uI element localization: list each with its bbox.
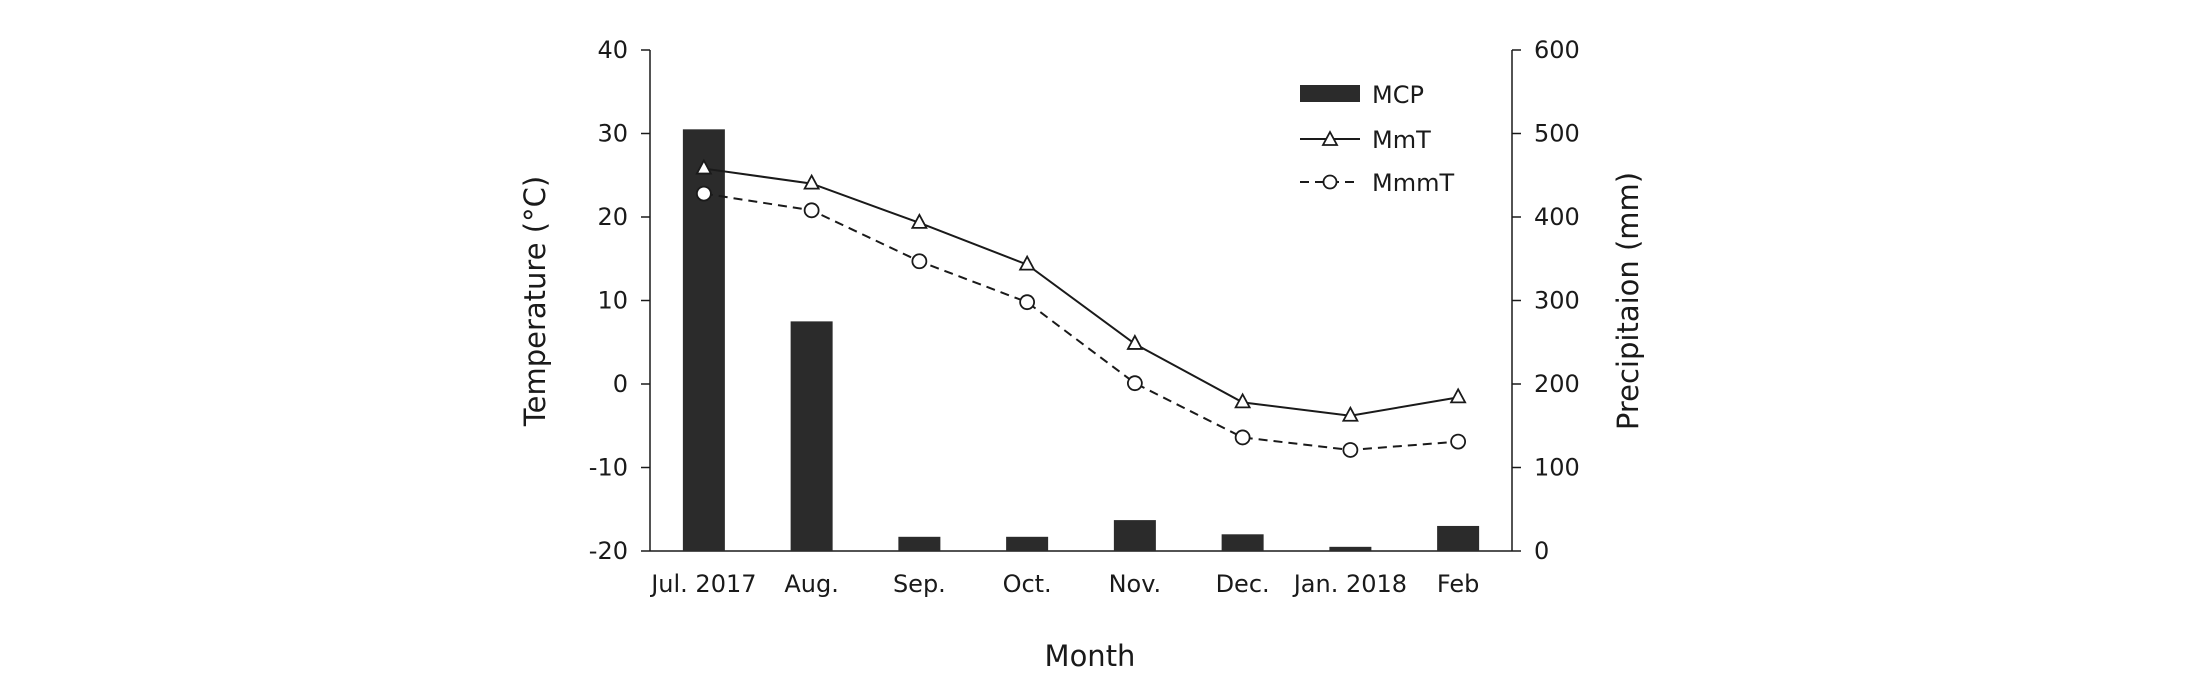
bar-mcp-4 — [1113, 520, 1156, 551]
bar-mcp-7 — [1437, 525, 1480, 551]
x-ticks: Jul. 2017 Aug. Sep. Oct. Nov. Dec. Jan. 2018 Fe… — [649, 570, 1479, 598]
left-y-tick-label: 20 — [597, 203, 628, 231]
right-y-tick-label: 300 — [1534, 287, 1580, 315]
x-tick-label: Feb — [1437, 570, 1480, 598]
right-y-ticks: 0 100 200 300 400 500 600 — [1512, 36, 1580, 565]
bar-mcp-2 — [898, 536, 941, 551]
point-mmmt-3 — [1019, 294, 1036, 311]
point-mmmt-6 — [1342, 442, 1359, 458]
left-y-tick-label: -10 — [589, 454, 628, 482]
bar-series-mcp — [682, 129, 1480, 551]
left-y-axis-title: Temperature (°C) — [518, 176, 552, 427]
point-mmt-0 — [695, 158, 713, 175]
legend-label-mmmt: MmmT — [1372, 169, 1454, 197]
x-tick-label: Sep. — [893, 570, 946, 598]
bar-mcp-5 — [1221, 534, 1264, 551]
point-mmt-4 — [1126, 334, 1144, 350]
left-y-tick-label: -20 — [589, 537, 628, 565]
point-mmmt-1 — [803, 202, 820, 219]
x-tick-label: Jul. 2017 — [649, 570, 756, 598]
legend-marker-mmmt — [1322, 174, 1338, 190]
x-tick-label: Jan. 2018 — [1292, 570, 1407, 598]
legend-label-mcp: MCP — [1372, 81, 1424, 109]
point-mmt-3 — [1018, 254, 1036, 271]
x-tick-label: Dec. — [1216, 570, 1270, 598]
legend-swatch-mcp — [1300, 85, 1360, 102]
point-mmmt-5 — [1234, 429, 1251, 446]
point-mmt-2 — [910, 212, 928, 229]
point-mmmt-7 — [1450, 433, 1467, 450]
right-y-tick-label: 600 — [1534, 36, 1580, 64]
x-tick-label: Aug. — [784, 570, 839, 598]
bar-mcp-1 — [790, 321, 833, 551]
right-y-tick-label: 400 — [1534, 203, 1580, 231]
bar-mcp-6 — [1329, 546, 1372, 551]
left-y-tick-label: 40 — [597, 36, 628, 64]
x-axis-title: Month — [1045, 639, 1136, 673]
point-mmt-5 — [1234, 392, 1252, 409]
right-y-tick-label: 0 — [1534, 537, 1549, 565]
left-y-ticks: -20 -10 0 10 20 30 40 — [589, 36, 650, 565]
right-y-tick-label: 200 — [1534, 370, 1580, 398]
point-mmmt-0 — [695, 185, 712, 202]
legend: MCP MmT MmmT — [1300, 81, 1454, 197]
point-mmmt-4 — [1126, 375, 1143, 392]
point-mmt-6 — [1341, 405, 1359, 422]
right-y-tick-label: 100 — [1534, 454, 1580, 482]
line-series — [695, 158, 1467, 458]
right-y-axis-title: Precipitaion (mm) — [1611, 172, 1645, 430]
x-tick-label: Oct. — [1003, 570, 1052, 598]
legend-marker-mmt — [1321, 130, 1339, 146]
point-mmmt-2 — [911, 253, 928, 270]
point-mmt-7 — [1449, 387, 1467, 404]
bar-mcp-3 — [1006, 536, 1049, 551]
legend-label-mmt: MmT — [1372, 126, 1431, 154]
left-y-tick-label: 0 — [613, 370, 628, 398]
line-mmmt — [703, 192, 1459, 451]
left-y-tick-label: 10 — [597, 287, 628, 315]
right-y-tick-label: 500 — [1534, 120, 1580, 148]
point-mmt-1 — [803, 173, 821, 190]
x-tick-label: Nov. — [1109, 570, 1162, 598]
left-y-tick-label: 30 — [597, 120, 628, 148]
line-mmt — [703, 167, 1459, 417]
